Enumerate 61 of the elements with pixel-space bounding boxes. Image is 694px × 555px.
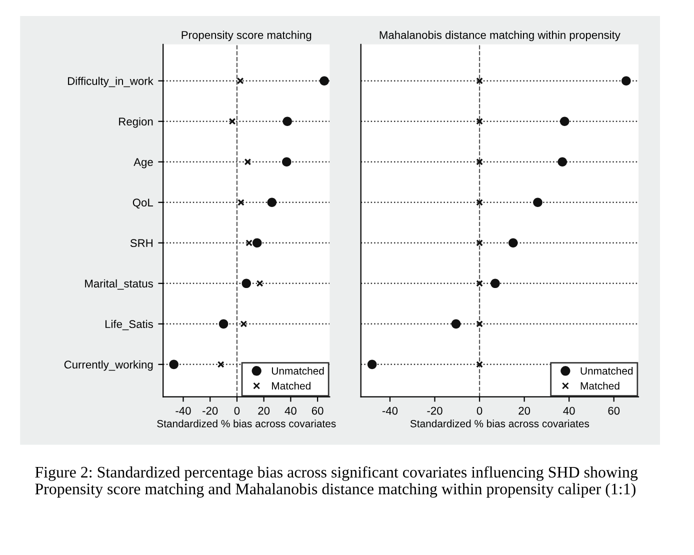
point [320, 76, 329, 86]
x-tick-label: -20 [427, 406, 442, 415]
legend-label: Matched [272, 382, 310, 390]
point [246, 239, 252, 246]
x-tick-label: 60 [608, 406, 620, 415]
point [451, 319, 461, 329]
x-axis-title: Standardized % bias across covariates [157, 420, 336, 428]
y-tick-label: Life_Satis [105, 320, 153, 330]
point [169, 360, 178, 370]
point [476, 239, 483, 246]
x-tick-label: 40 [284, 406, 296, 415]
x-tick-label: 60 [312, 406, 324, 415]
point [476, 280, 483, 287]
point [244, 158, 252, 166]
point [228, 118, 236, 125]
y-tick-label: Region [119, 117, 153, 128]
chart-title: Mahalanobis distance matching within propensity [380, 30, 620, 42]
x-axis-title: Standardized % bias across covariates [410, 420, 590, 428]
x-tick-label: 40 [563, 406, 575, 415]
x-tick-label: 20 [518, 406, 530, 415]
point [476, 158, 483, 166]
point [282, 157, 292, 167]
point [282, 116, 292, 126]
legend-label: Matched [580, 382, 620, 390]
point [508, 238, 518, 248]
chart-title: Propensity score matching [182, 30, 312, 42]
point [367, 360, 377, 370]
point [476, 198, 483, 206]
point [490, 278, 500, 288]
point [218, 319, 228, 329]
point [252, 238, 262, 248]
point [476, 118, 483, 125]
point [240, 320, 248, 328]
point [558, 157, 568, 167]
x-tick-label: 0 [234, 406, 240, 415]
x-tick-label: 0 [476, 406, 482, 415]
y-tick-label: Difficulty_in_work [68, 76, 154, 88]
y-tick-label: Marital_status [85, 279, 153, 290]
y-tick-label: Currently_working [64, 360, 153, 371]
point [267, 198, 277, 208]
x-tick-label: -40 [176, 406, 191, 415]
point [256, 280, 264, 287]
point [476, 77, 483, 84]
point [533, 198, 542, 208]
point [242, 278, 252, 288]
x-tick-label: -20 [202, 406, 218, 415]
point [238, 198, 244, 206]
caption: Figure 2: Standardized percentage bias across significant covariates influencing SHD showing Propensity score matching and Mahalanobis distance matching within propensity caliper (1:1) [35, 466, 638, 498]
point [476, 360, 483, 368]
y-tick-label: Age [134, 158, 153, 168]
x-tick-label: 20 [258, 406, 270, 415]
y-tick-label: QoL [132, 198, 153, 209]
x-tick-label: -40 [382, 406, 398, 415]
y-tick-label: SRH [130, 239, 152, 248]
point [560, 116, 570, 126]
point [476, 320, 483, 328]
legend-label: Unmatched [272, 366, 324, 375]
legend-label: Unmatched [580, 366, 633, 375]
point [622, 76, 631, 86]
point [217, 360, 224, 368]
point [236, 77, 244, 84]
